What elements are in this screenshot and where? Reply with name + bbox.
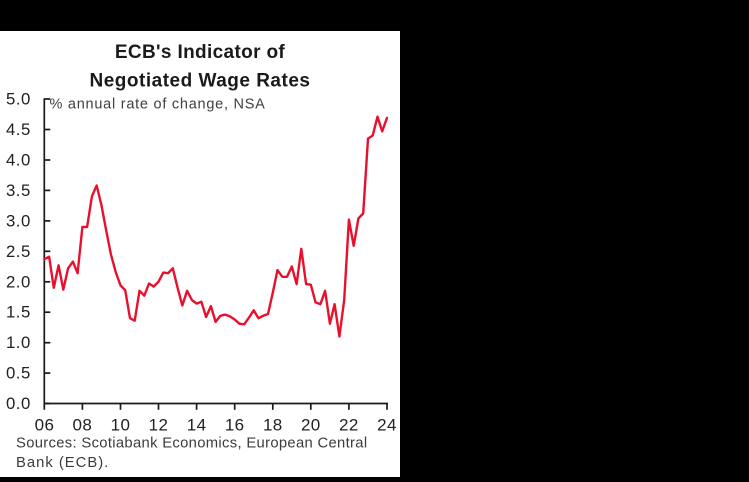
svg-text:Bank (ECB).: Bank (ECB). (16, 455, 109, 471)
svg-text:16: 16 (225, 416, 245, 435)
svg-text:24: 24 (377, 416, 397, 435)
svg-text:ECB's Indicator of: ECB's Indicator of (115, 42, 286, 63)
svg-text:0.0: 0.0 (6, 394, 31, 413)
svg-text:2.5: 2.5 (6, 242, 31, 261)
svg-text:0.5: 0.5 (6, 364, 31, 383)
svg-text:Sources: Scotiabank Economics,: Sources: Scotiabank Economics, European … (16, 436, 367, 452)
svg-text:1.0: 1.0 (6, 333, 31, 352)
svg-text:3.5: 3.5 (6, 181, 31, 200)
svg-text:Negotiated Wage Rates: Negotiated Wage Rates (90, 71, 311, 92)
svg-text:10: 10 (111, 416, 131, 435)
svg-text:% annual rate of change, NSA: % annual rate of change, NSA (50, 97, 266, 113)
svg-text:4.5: 4.5 (6, 120, 31, 139)
svg-text:18: 18 (263, 416, 283, 435)
svg-text:1.5: 1.5 (6, 303, 31, 322)
svg-text:14: 14 (187, 416, 207, 435)
svg-text:06: 06 (35, 416, 55, 435)
svg-text:22: 22 (339, 416, 359, 435)
svg-text:08: 08 (73, 416, 93, 435)
svg-text:20: 20 (301, 416, 321, 435)
svg-text:3.0: 3.0 (6, 211, 31, 230)
svg-text:12: 12 (149, 416, 169, 435)
svg-text:2.0: 2.0 (6, 272, 31, 291)
svg-text:4.0: 4.0 (6, 151, 31, 170)
svg-text:5.0: 5.0 (6, 90, 31, 109)
